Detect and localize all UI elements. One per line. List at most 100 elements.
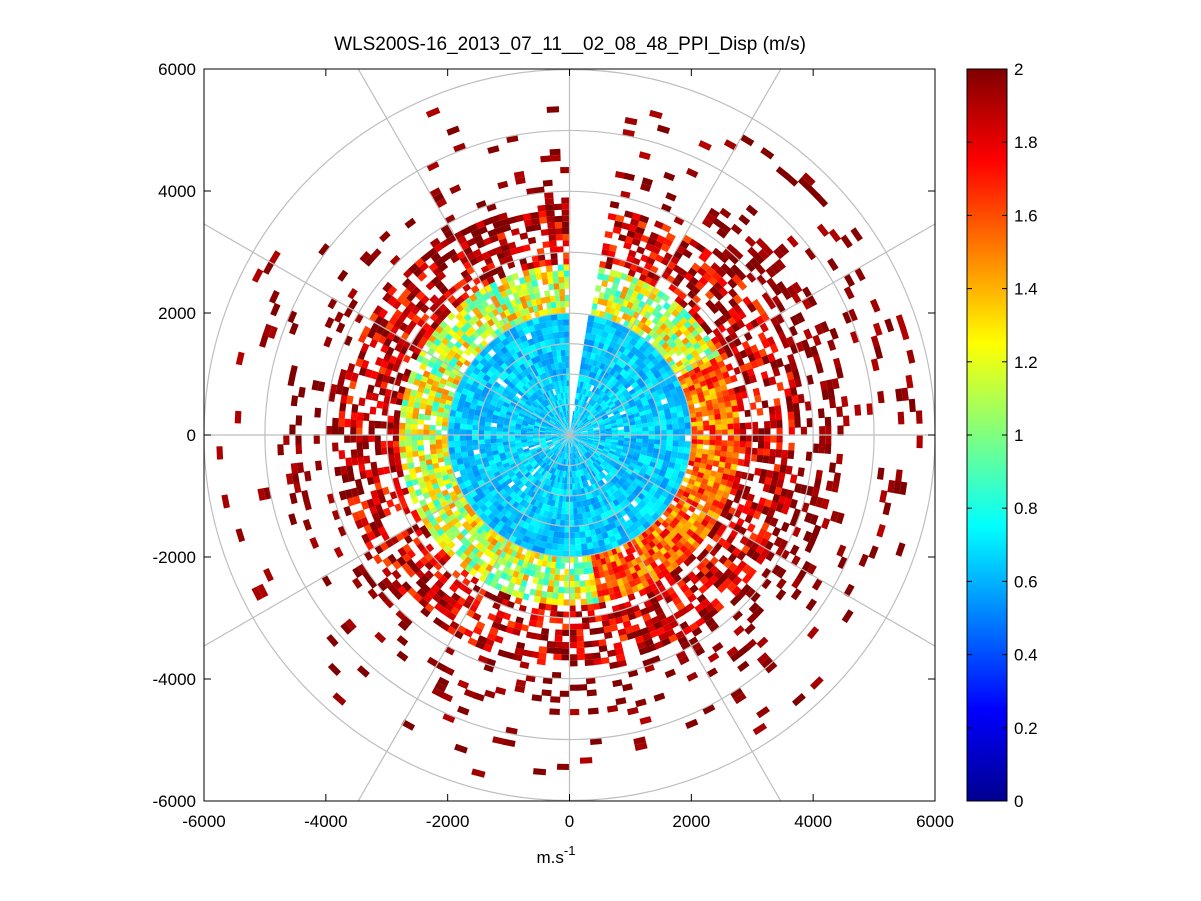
ppi-cell (658, 392, 667, 401)
ppi-cell (801, 339, 811, 351)
ppi-cell (746, 272, 757, 283)
ppi-cell (573, 446, 577, 453)
ppi-cell (526, 503, 534, 511)
ppi-cell (296, 462, 305, 474)
ppi-cell (472, 523, 481, 532)
ppi-cell (522, 405, 529, 411)
ppi-cell (616, 383, 624, 391)
ppi-cell (658, 414, 666, 421)
ppi-cell (784, 388, 792, 398)
ppi-cell (568, 684, 579, 691)
ppi-cell (613, 610, 622, 619)
ppi-cell (622, 446, 630, 451)
ppi-cell (660, 637, 671, 647)
ppi-cell (804, 347, 813, 359)
ppi-cell (755, 357, 765, 367)
ppi-cell (560, 470, 564, 478)
ppi-cell (714, 413, 721, 421)
ppi-cell (718, 402, 726, 409)
ppi-cell (547, 423, 554, 428)
ppi-cell (733, 476, 741, 485)
ppi-cell (564, 276, 570, 283)
ppi-cell (578, 568, 585, 575)
ppi-cell (607, 587, 615, 595)
ppi-cell (592, 401, 599, 408)
ppi-cell (561, 439, 566, 445)
ppi-cell (554, 469, 559, 476)
ppi-cell (719, 407, 727, 415)
ppi-cell (502, 295, 511, 304)
ppi-cell (599, 493, 606, 501)
ppi-cell (561, 203, 571, 210)
ppi-cell (435, 198, 448, 209)
ppi-cell (658, 555, 667, 564)
ppi-cell (375, 447, 382, 456)
ppi-cell (768, 485, 777, 495)
ppi-cell (626, 230, 636, 239)
ppi-cell (558, 451, 563, 458)
ppi-cell (654, 425, 661, 431)
ppi-cell (533, 400, 540, 407)
ppi-cell (605, 262, 613, 270)
ppi-cell (623, 581, 632, 590)
ppi-cell (601, 385, 608, 393)
ppi-cell (697, 430, 704, 436)
ppi-cell (574, 574, 580, 582)
ppi-cell (528, 444, 535, 449)
ppi-cell (518, 452, 525, 458)
ppi-cell (429, 439, 436, 445)
ppi-cell (751, 421, 759, 430)
ppi-cell (690, 417, 697, 423)
ppi-cell (483, 532, 491, 541)
ppi-cell (606, 454, 613, 460)
ppi-cell (553, 580, 560, 587)
ppi-cell (550, 518, 557, 526)
ppi-cell (672, 596, 682, 606)
ppi-cell (655, 626, 666, 636)
ppi-cell (665, 232, 676, 242)
ppi-cell (550, 446, 556, 452)
ppi-cell (654, 607, 664, 616)
ppi-cell (456, 370, 465, 378)
ppi-cell (772, 471, 780, 480)
ppi-cell (588, 471, 594, 479)
ppi-cell (541, 560, 548, 567)
ppi-cell (591, 455, 597, 461)
ppi-cell (582, 493, 587, 501)
ppi-cell (360, 359, 370, 370)
ppi-cell (523, 368, 530, 376)
ppi-cell (534, 589, 542, 597)
ppi-cell (576, 647, 585, 655)
ppi-cell (651, 411, 659, 418)
ppi-cell (648, 629, 659, 639)
ppi-cell (488, 357, 497, 366)
ppi-cell (433, 467, 441, 474)
ppi-cell (382, 557, 393, 568)
ppi-cell (663, 310, 672, 319)
ppi-cell (587, 707, 599, 715)
ppi-cell (605, 380, 612, 388)
ppi-cell (533, 463, 540, 470)
ppi-cell (725, 406, 733, 414)
ppi-cell (542, 386, 548, 393)
ppi-cell (606, 473, 613, 481)
ppi-cell (441, 438, 448, 444)
ppi-cell (494, 686, 507, 696)
ppi-cell (537, 501, 544, 509)
ppi-cell (563, 587, 570, 594)
ppi-cell (642, 438, 649, 444)
ppi-cell (358, 366, 367, 377)
ppi-cell (762, 483, 771, 493)
ppi-cell (392, 589, 403, 600)
ppi-cell (564, 526, 570, 533)
ppi-cell (653, 621, 663, 630)
ppi-cell (581, 416, 587, 423)
ppi-cell (547, 479, 552, 487)
ppi-cell (496, 423, 504, 428)
ppi-cell (545, 437, 552, 441)
ppi-cell (652, 448, 660, 455)
ppi-cell (584, 357, 591, 365)
ppi-cell (478, 467, 486, 475)
ppi-cell (519, 387, 527, 395)
ppi-cell (583, 453, 589, 460)
